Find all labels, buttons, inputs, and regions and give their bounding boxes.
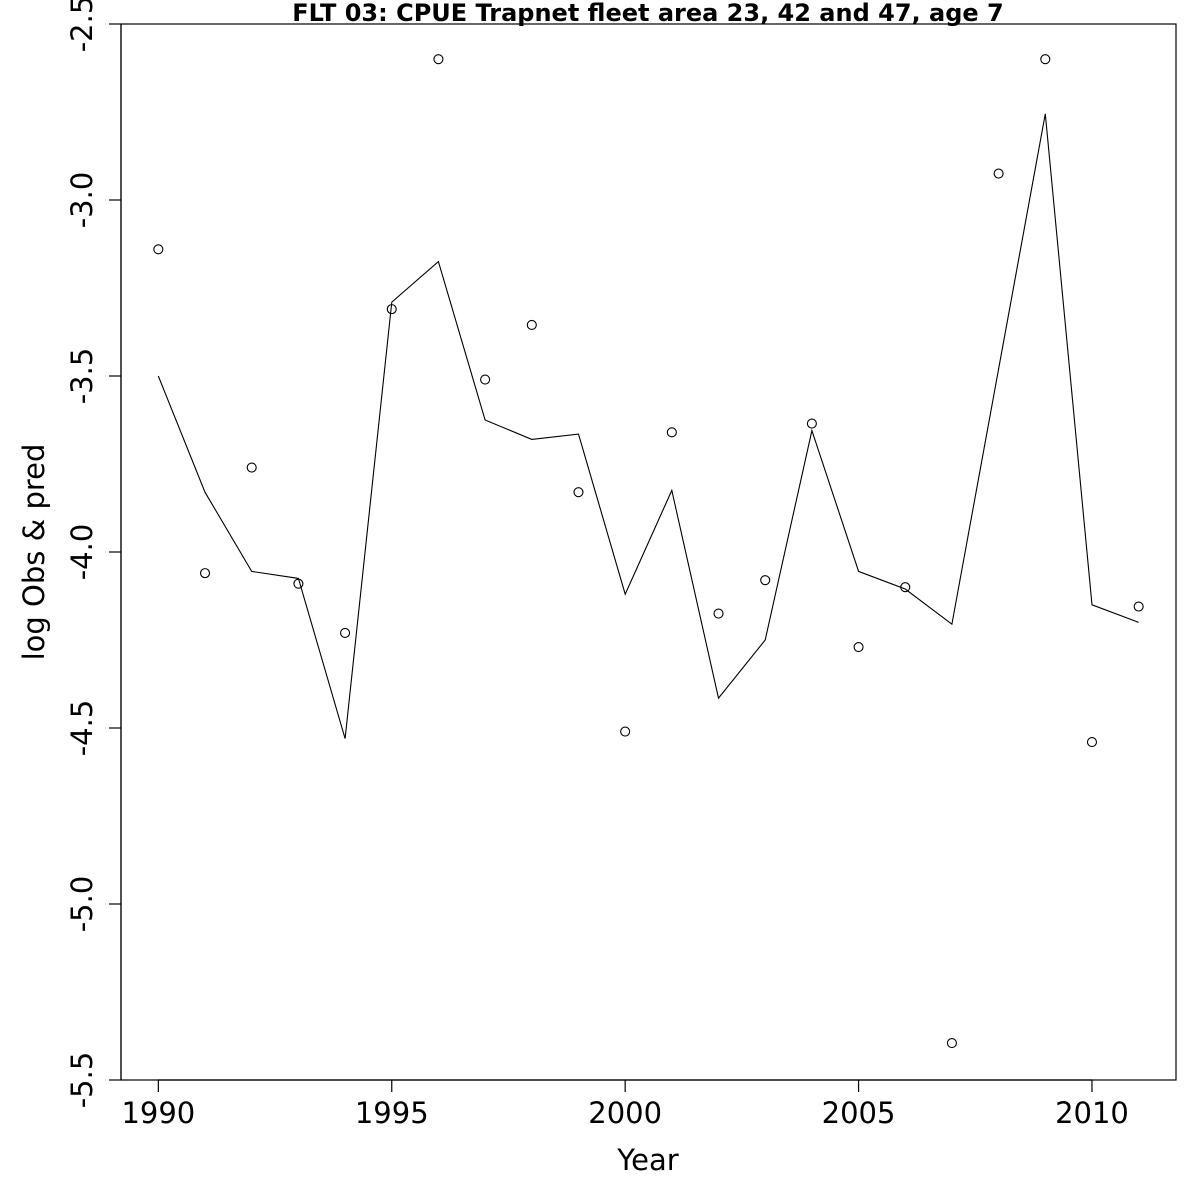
observed-point <box>946 1037 957 1049</box>
observed-point <box>386 304 397 315</box>
observed-point <box>1040 54 1051 65</box>
x-tick-label: 2005 <box>822 1096 896 1130</box>
chart-title: FLT 03: CPUE Trapnet fleet area 23, 42 a… <box>292 0 1003 27</box>
observed-point <box>153 244 164 255</box>
x-tick-label: 1995 <box>355 1096 429 1130</box>
observed-point <box>573 487 584 498</box>
observed-point <box>1133 601 1144 612</box>
observed-point <box>993 168 1004 179</box>
observed-point <box>900 582 911 593</box>
x-axis: 1990 1995 2000 2005 2010 <box>121 1079 1129 1130</box>
y-tick-label: -5.5 <box>65 1052 99 1109</box>
x-tick-label: 2010 <box>1055 1096 1129 1130</box>
observed-point <box>1086 737 1098 748</box>
y-tick-label: -2.5 <box>65 0 99 52</box>
y-tick-label: -4.5 <box>65 700 99 757</box>
observed-point <box>340 627 351 639</box>
y-axis: -5.5 -5.0 -4.5 -4.0 -3.5 -3.0 -2.5 <box>65 0 122 1109</box>
y-tick-label: -4.0 <box>65 524 99 581</box>
observed-point <box>853 641 864 653</box>
observed-point <box>246 462 257 473</box>
observed-point <box>433 54 444 65</box>
observed-point <box>666 427 677 438</box>
fitted-line <box>157 113 1139 739</box>
observed-point <box>293 578 304 589</box>
fitted-line-series <box>157 113 1139 739</box>
observed-point <box>713 608 724 619</box>
observed-point <box>806 418 817 429</box>
y-axis-label: log Obs & pred <box>17 444 51 661</box>
observed-point <box>526 319 537 331</box>
observed-point <box>620 726 631 737</box>
x-tick-label: 1990 <box>121 1096 195 1130</box>
observed-point <box>760 575 771 586</box>
plot-frame <box>120 23 1177 1081</box>
x-tick-label: 2000 <box>588 1096 662 1130</box>
x-axis-label: Year <box>616 1143 678 1177</box>
y-tick-label: -5.0 <box>65 876 99 933</box>
observed-points-series <box>153 54 1144 1049</box>
y-tick-label: -3.0 <box>65 172 99 229</box>
observed-point <box>480 374 491 385</box>
observed-point <box>199 568 211 579</box>
y-tick-label: -3.5 <box>65 348 99 405</box>
